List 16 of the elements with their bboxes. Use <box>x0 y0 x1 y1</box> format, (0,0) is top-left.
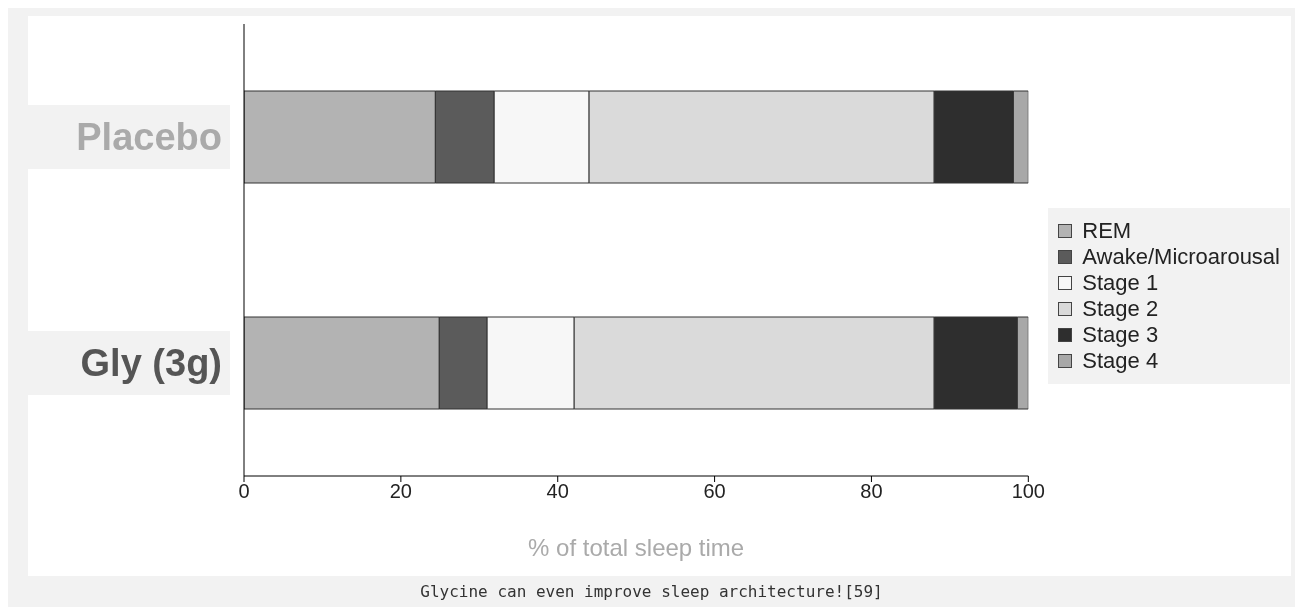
legend-label: Stage 3 <box>1082 322 1159 348</box>
legend-label: Stage 2 <box>1082 296 1159 322</box>
text: Stage 1 <box>1082 270 1159 296</box>
x-tick-label: 80 <box>860 480 883 503</box>
legend-label: Stage 4 <box>1082 348 1159 374</box>
text: Glycine can even improve sleep architecture![59] <box>419 581 884 603</box>
x-tick-label: 100 <box>1011 480 1045 503</box>
legend-label: REM <box>1082 218 1132 244</box>
x-tick-label: 60 <box>703 480 726 503</box>
x-tick-label: 0 <box>238 480 250 503</box>
y-tick-label: Gly (3g) <box>80 342 222 384</box>
x-tick-label: 40 <box>546 480 569 503</box>
legend-label: Awake/Microarousal <box>1082 244 1280 270</box>
x-tick-label: 20 <box>389 480 412 503</box>
y-tick-label: Placebo <box>76 116 222 158</box>
x-axis-title: % of total sleep time <box>528 534 745 561</box>
